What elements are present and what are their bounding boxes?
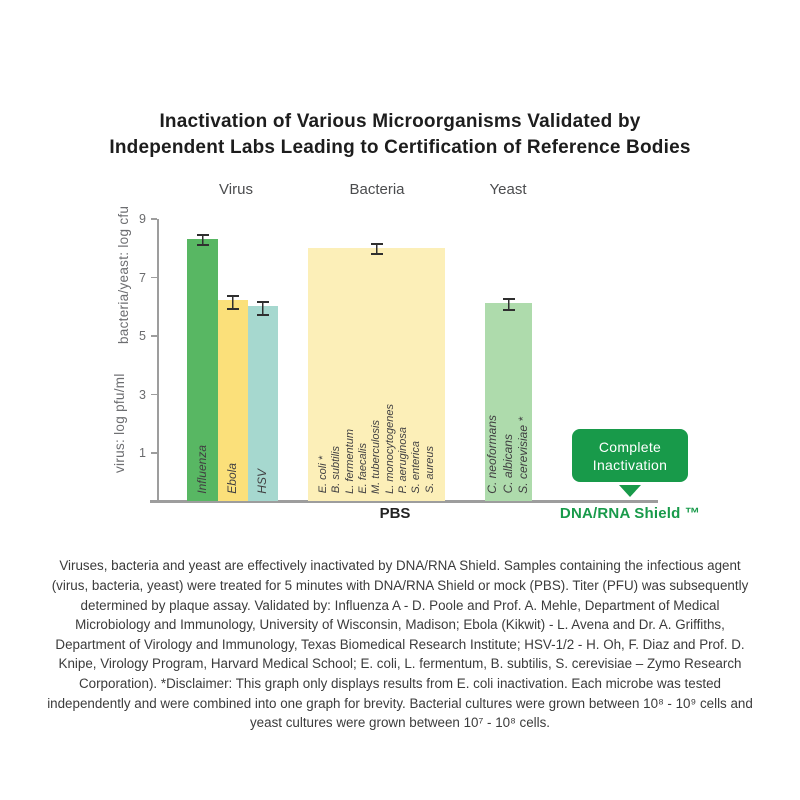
y-tick-mark-7 [151, 276, 157, 279]
error-bar-yeast [502, 298, 515, 312]
y-axis-label-virus: virus: log pfu/ml [112, 373, 127, 473]
bar-label-b-subtilis: B. subtilis [330, 446, 343, 494]
y-axis-line [157, 219, 159, 502]
y-tick-mark-1 [151, 452, 157, 454]
group-label-virus: Virus [219, 181, 253, 198]
bar-label-container: Ebola [218, 463, 248, 494]
bar-label-c-neoformans: C. neoformans [485, 414, 500, 494]
y-tick-mark-9 [151, 218, 157, 220]
complete-inactivation-box: Complete Inactivation [572, 429, 688, 482]
bar-label-l-monocytogenes: L. monocytogenes [383, 403, 396, 494]
bar-label-e-faecalis: E. faecalis [357, 442, 370, 494]
bar-label-e-coli: E. coli * [317, 456, 330, 494]
bar-ebola: Ebola [218, 295, 248, 501]
bar-bacteria: E. coli * B. subtilis L. fermentum E. fa… [308, 242, 445, 501]
bar-label-influenza: Influenza [194, 444, 209, 494]
error-bar-hsv [257, 301, 269, 316]
bar-label-container: C. neoformans C. albicans S. cerevisiae … [485, 415, 532, 494]
bar-label-hsv: HSV [255, 468, 270, 494]
complete-inactivation-line1: Complete [598, 438, 662, 455]
group-label-yeast: Yeast [489, 181, 527, 198]
figure-caption: Viruses, bacteria and yeast are effectiv… [47, 558, 753, 731]
bar-label-p-aeruginosa: P. aeruginosa [396, 427, 409, 494]
figure-title-line2: Independent Labs Leading to Certificatio… [109, 137, 691, 158]
x-axis-line [150, 500, 658, 503]
bar-label-l-fermentum: L. fermentum [343, 428, 356, 494]
y-tick-label-5: 5 [139, 329, 146, 343]
x-axis-label-dna-rna-shield: DNA/RNA Shield ™ [559, 505, 701, 522]
bar-label-s-aureus: S. aureus [423, 446, 436, 494]
y-tick-label-9: 9 [139, 212, 146, 226]
bar-label-s-cerevisiae: S. cerevisiae * [516, 416, 531, 494]
bar-influenza: Influenza [187, 234, 218, 501]
error-bar-influenza [196, 234, 209, 246]
down-arrow-icon [619, 485, 641, 497]
bar-label-ebola: Ebola [225, 462, 240, 494]
y-tick-label-1: 1 [139, 446, 146, 460]
x-axis-label-pbs: PBS [379, 505, 411, 522]
error-bar-ebola [227, 295, 239, 311]
bar-label-container: Influenza [187, 445, 218, 494]
y-tick-label-7: 7 [139, 270, 146, 285]
group-label-bacteria: Bacteria [349, 181, 405, 198]
y-tick-mark-3 [151, 393, 157, 396]
bar-label-s-enterica: S. enterica [410, 440, 423, 494]
figure-title-line1: Inactivation of Various Microorganisms V… [159, 111, 641, 132]
y-tick-mark-5 [151, 335, 157, 337]
complete-inactivation-line2: Inactivation [592, 456, 668, 473]
figure-title: Inactivation of Various Microorganisms V… [0, 109, 800, 161]
bar-hsv: HSV [248, 301, 278, 501]
error-bar-bacteria [370, 242, 383, 255]
bar-label-container: HSV [248, 469, 278, 494]
bar-label-container: E. coli * B. subtilis L. fermentum E. fa… [308, 404, 445, 494]
bar-label-m-tuberculosis: M. tuberculosis [370, 419, 383, 494]
y-tick-label-3: 3 [139, 387, 146, 402]
bar-label-c-albicans: C. albicans [500, 434, 515, 494]
bar-yeast: C. neoformans C. albicans S. cerevisiae … [485, 298, 532, 501]
